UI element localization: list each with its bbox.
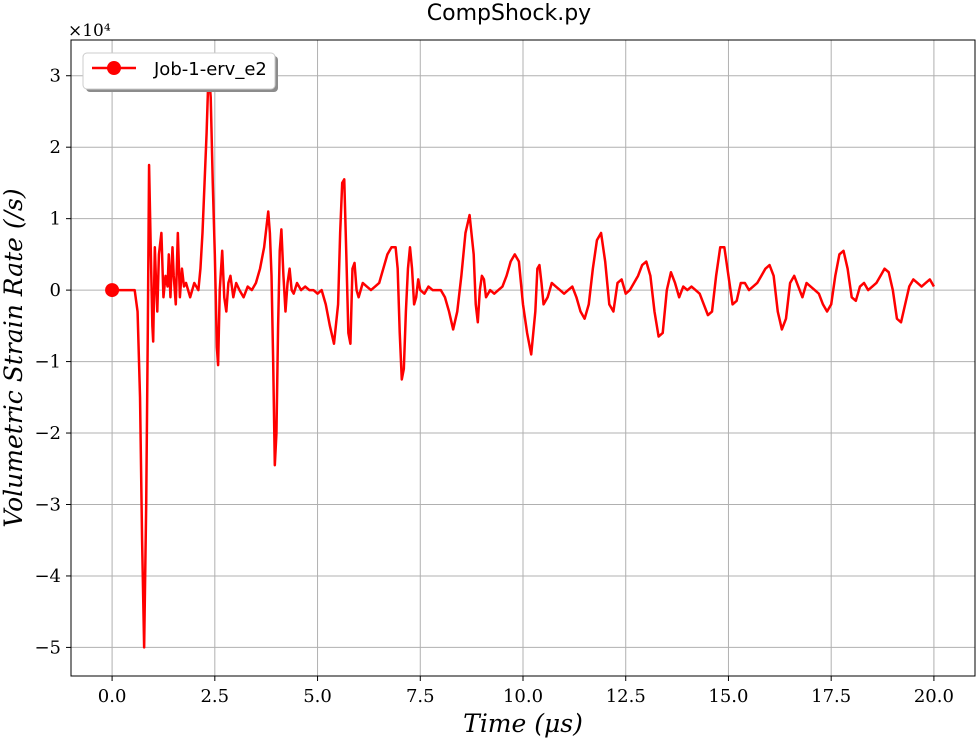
legend-entry-label: Job-1-erv_e2 (153, 59, 267, 80)
legend-swatch-marker (107, 61, 121, 75)
legend-box (82, 52, 276, 90)
x-tick-label: 5.0 (303, 686, 332, 707)
y-tick-label: 3 (50, 66, 61, 87)
chart-title: CompShock.py (427, 1, 591, 26)
series-start-marker (105, 283, 120, 298)
x-tick-label: 15.0 (708, 686, 748, 707)
x-tick-label: 0.0 (98, 686, 127, 707)
y-tick-label: −5 (34, 637, 61, 658)
x-gridlines (111, 40, 935, 676)
y-gridlines (71, 75, 975, 648)
y-tick-label: −3 (34, 494, 61, 515)
legend: Job-1-erv_e2 (82, 52, 278, 92)
x-tick-label: 10.0 (503, 686, 543, 707)
y-tick-label: −1 (34, 352, 61, 373)
y-tick-label: 2 (50, 137, 61, 158)
y-multiplier-label: ×10⁴ (68, 21, 111, 41)
y-tick-label: −4 (34, 566, 61, 587)
x-axis-ticks: 0.0 2.5 5.0 7.5 10.0 12.5 15.0 17.5 20.0 (98, 676, 954, 707)
y-tick-label: 0 (50, 280, 61, 301)
x-tick-label: 12.5 (606, 686, 646, 707)
y-tick-label: 1 (50, 209, 61, 230)
series-layer (105, 67, 935, 649)
x-tick-label: 17.5 (811, 686, 851, 707)
x-tick-label: 7.5 (406, 686, 435, 707)
y-axis-ticks: −5 −4 −3 −2 −1 0 1 2 3 (34, 66, 71, 658)
x-tick-label: 20.0 (914, 686, 954, 707)
x-tick-label: 2.5 (200, 686, 229, 707)
x-axis-label: Time (μs) (463, 709, 583, 738)
y-tick-label: −2 (34, 423, 61, 444)
series-line (112, 67, 935, 649)
y-axis-label: Volumetric Strain Rate (/s) (0, 188, 28, 527)
